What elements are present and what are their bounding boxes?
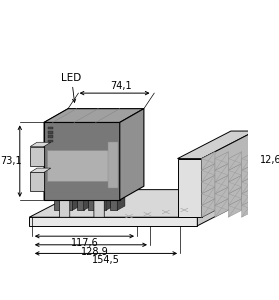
Polygon shape xyxy=(242,164,255,182)
Polygon shape xyxy=(84,196,91,210)
Polygon shape xyxy=(29,190,251,217)
Polygon shape xyxy=(48,127,53,129)
Polygon shape xyxy=(54,200,61,210)
Text: 73,1: 73,1 xyxy=(0,156,22,166)
Text: 154,5: 154,5 xyxy=(92,255,120,265)
Polygon shape xyxy=(30,142,51,147)
Polygon shape xyxy=(242,175,255,194)
Polygon shape xyxy=(120,109,144,200)
Polygon shape xyxy=(202,175,215,194)
Polygon shape xyxy=(48,140,53,142)
Polygon shape xyxy=(215,187,228,206)
Polygon shape xyxy=(29,217,197,226)
Polygon shape xyxy=(59,195,70,217)
Polygon shape xyxy=(197,190,251,226)
Polygon shape xyxy=(110,200,117,210)
Polygon shape xyxy=(202,131,255,217)
Polygon shape xyxy=(88,200,95,210)
Polygon shape xyxy=(47,150,116,181)
Polygon shape xyxy=(215,152,228,170)
Polygon shape xyxy=(177,159,202,217)
Polygon shape xyxy=(30,172,44,191)
Polygon shape xyxy=(44,122,120,200)
Text: 12,6: 12,6 xyxy=(260,155,279,165)
Polygon shape xyxy=(95,196,102,210)
Polygon shape xyxy=(66,200,72,210)
Polygon shape xyxy=(242,187,255,206)
Polygon shape xyxy=(228,199,242,217)
Polygon shape xyxy=(44,109,68,200)
Polygon shape xyxy=(99,200,106,210)
Polygon shape xyxy=(228,187,242,206)
Polygon shape xyxy=(215,164,228,182)
Polygon shape xyxy=(202,187,215,206)
Polygon shape xyxy=(228,152,242,170)
Polygon shape xyxy=(117,196,125,210)
Text: LED: LED xyxy=(61,73,81,82)
Polygon shape xyxy=(61,196,69,210)
Polygon shape xyxy=(202,199,215,217)
Polygon shape xyxy=(106,196,114,210)
Polygon shape xyxy=(177,131,255,159)
Polygon shape xyxy=(215,175,228,194)
Text: 74,1: 74,1 xyxy=(111,81,132,91)
Polygon shape xyxy=(30,147,44,166)
Polygon shape xyxy=(108,142,118,188)
Polygon shape xyxy=(44,109,144,122)
Polygon shape xyxy=(94,195,104,217)
Polygon shape xyxy=(202,164,215,182)
Polygon shape xyxy=(77,200,84,210)
Polygon shape xyxy=(72,196,80,210)
Polygon shape xyxy=(48,131,53,134)
Text: 117,6: 117,6 xyxy=(71,238,98,248)
Polygon shape xyxy=(215,199,228,217)
Polygon shape xyxy=(228,164,242,182)
Polygon shape xyxy=(202,152,215,170)
Text: 128,9: 128,9 xyxy=(81,247,109,257)
Polygon shape xyxy=(228,175,242,194)
Polygon shape xyxy=(30,168,51,172)
Polygon shape xyxy=(48,135,53,138)
Polygon shape xyxy=(242,199,255,217)
Polygon shape xyxy=(242,152,255,170)
